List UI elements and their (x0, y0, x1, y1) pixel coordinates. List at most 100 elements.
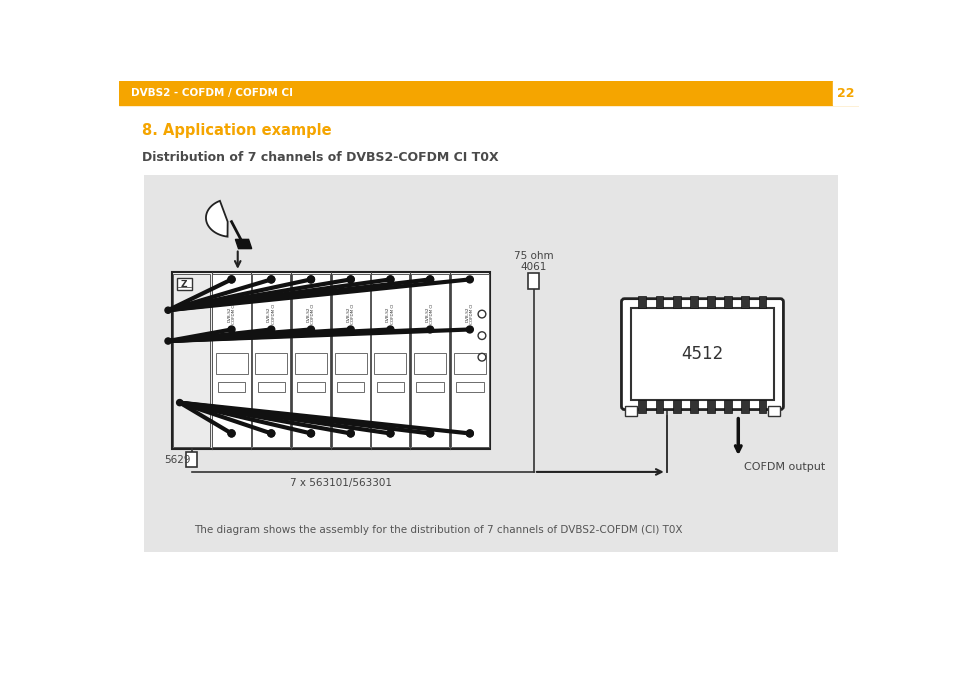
Circle shape (426, 276, 434, 283)
Bar (292, 274, 330, 446)
Circle shape (268, 326, 274, 333)
Bar (723, 400, 731, 413)
Bar (336, 382, 364, 392)
Text: DVB-S2
COFDM CI: DVB-S2 COFDM CI (386, 304, 395, 324)
Circle shape (268, 430, 274, 437)
Bar (119, 81, 858, 106)
Circle shape (307, 430, 314, 437)
Text: The diagram shows the assembly for the distribution of 7 channels of DVBS2-COFDM: The diagram shows the assembly for the d… (194, 526, 682, 536)
Bar (252, 274, 290, 446)
Bar (217, 382, 245, 392)
Bar (213, 274, 251, 446)
Bar (172, 272, 489, 449)
Bar (723, 295, 731, 308)
Bar (332, 274, 370, 446)
Bar (832, 81, 858, 106)
Bar (638, 400, 645, 413)
Bar (758, 295, 765, 308)
Circle shape (268, 276, 274, 283)
Circle shape (307, 430, 314, 437)
Text: DVB-S2
COFDM CI: DVB-S2 COFDM CI (425, 304, 434, 324)
Text: DVB-S2
COFDM CI: DVB-S2 COFDM CI (465, 304, 474, 324)
Bar (294, 353, 327, 374)
Circle shape (268, 276, 274, 283)
Text: Z: Z (181, 279, 188, 289)
Bar (255, 353, 287, 374)
Bar (215, 353, 247, 374)
Circle shape (347, 430, 354, 437)
Text: DVB-S2
COFDM CI: DVB-S2 COFDM CI (306, 304, 314, 324)
Bar (638, 295, 645, 308)
Text: 8. Application example: 8. Application example (142, 123, 332, 139)
Circle shape (307, 276, 314, 283)
Bar (454, 353, 485, 374)
Bar (176, 278, 192, 290)
Text: 22: 22 (836, 87, 853, 100)
Circle shape (268, 430, 274, 437)
Bar (689, 400, 697, 413)
Text: 7 x 563101/563301: 7 x 563101/563301 (290, 478, 392, 488)
Bar (528, 273, 538, 289)
Bar (297, 382, 324, 392)
Bar (767, 406, 780, 416)
Bar (624, 406, 637, 416)
Circle shape (466, 430, 473, 437)
Circle shape (426, 430, 434, 437)
Bar (186, 452, 197, 467)
Bar (672, 400, 679, 413)
Text: 75 ohm: 75 ohm (514, 251, 553, 261)
Bar (335, 353, 366, 374)
Circle shape (165, 307, 171, 314)
Bar (376, 382, 404, 392)
Bar (740, 400, 748, 413)
Circle shape (387, 430, 394, 437)
Bar (740, 295, 748, 308)
Circle shape (426, 276, 434, 283)
Circle shape (387, 276, 394, 283)
Bar (630, 308, 773, 400)
Circle shape (387, 276, 394, 283)
Text: DVB-S2
COFDM CI: DVB-S2 COFDM CI (267, 304, 275, 324)
Circle shape (426, 430, 434, 437)
Circle shape (387, 326, 394, 333)
Bar (450, 274, 488, 446)
Circle shape (466, 276, 473, 283)
Circle shape (228, 430, 234, 437)
Bar (706, 295, 714, 308)
Text: DVBS2 - COFDM / COFDM CI: DVBS2 - COFDM / COFDM CI (131, 88, 293, 98)
Circle shape (176, 400, 183, 406)
Bar (655, 295, 662, 308)
Bar (456, 382, 483, 392)
Bar (689, 295, 697, 308)
Bar (257, 382, 285, 392)
Polygon shape (206, 201, 228, 237)
FancyBboxPatch shape (620, 299, 782, 410)
Circle shape (426, 326, 434, 333)
Text: COFDM output: COFDM output (743, 462, 825, 472)
Circle shape (228, 326, 234, 333)
Circle shape (228, 276, 234, 283)
Bar (374, 353, 406, 374)
Circle shape (307, 326, 314, 333)
Bar (706, 400, 714, 413)
Circle shape (347, 326, 354, 333)
Circle shape (466, 326, 473, 333)
Polygon shape (235, 240, 252, 248)
Bar (173, 274, 210, 446)
Circle shape (387, 430, 394, 437)
Circle shape (165, 338, 171, 344)
Bar (672, 295, 679, 308)
Text: DVB-S2
COFDM CI: DVB-S2 COFDM CI (346, 304, 355, 324)
Circle shape (347, 276, 354, 283)
Text: Distribution of 7 channels of DVBS2-COFDM CI T0X: Distribution of 7 channels of DVBS2-COFD… (142, 151, 498, 164)
Bar (758, 400, 765, 413)
Bar (416, 382, 443, 392)
Bar (414, 353, 446, 374)
Circle shape (228, 276, 234, 283)
Text: 4061: 4061 (520, 262, 546, 272)
Text: 4512: 4512 (680, 345, 722, 363)
Circle shape (228, 430, 234, 437)
Circle shape (347, 430, 354, 437)
Bar (144, 175, 837, 552)
Circle shape (347, 276, 354, 283)
